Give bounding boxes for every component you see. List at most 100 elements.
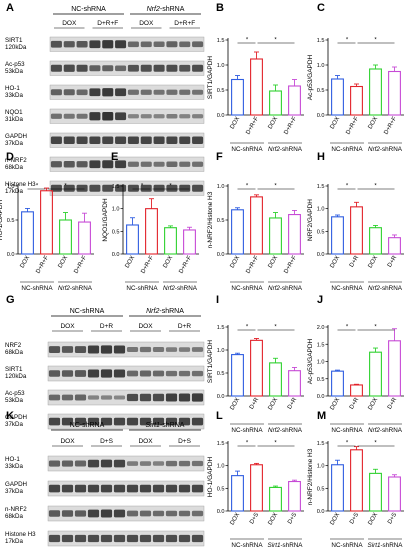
y-tick-label: 1.5	[217, 38, 225, 44]
blot-band	[76, 89, 88, 96]
y-tick-label: 1.5	[217, 441, 225, 447]
category-label: D+R	[249, 396, 261, 410]
y-axis-label: NRF2/GAPDH	[307, 199, 314, 241]
blot-band	[192, 89, 204, 95]
blot-band	[127, 136, 139, 144]
blot-strip	[49, 36, 205, 52]
category-label: D+R+F	[383, 116, 398, 136]
y-tick-label: 1.5	[317, 441, 325, 447]
group-suffix: -shRNA	[159, 308, 184, 315]
blot-strip	[47, 413, 205, 430]
panel-letter: A	[6, 2, 14, 14]
blot-band	[74, 394, 87, 401]
bar	[388, 340, 401, 397]
y-tick-label: 1.0	[217, 464, 225, 470]
blot-band	[63, 41, 75, 48]
y-tick-label: 1.0	[317, 360, 325, 366]
sig-star: *	[346, 441, 349, 447]
category-label: DOX	[58, 255, 70, 269]
blot-band	[153, 114, 165, 119]
bar	[164, 227, 177, 255]
blot-band	[166, 113, 178, 119]
blot-band	[87, 345, 100, 354]
group-header: Nrf2-shRNA	[146, 308, 184, 315]
blot-band	[87, 459, 100, 468]
group-label: NC-shRNA	[331, 285, 363, 292]
y-tick-label: 0.0	[112, 252, 120, 258]
group-label: NC-shRNA	[231, 285, 263, 292]
category-label: D+S	[287, 512, 298, 525]
bar	[388, 476, 401, 512]
protein-size: 33kDa	[5, 463, 23, 470]
blot-panel-K: K NC-shRNA DOX D+S Sirt1-shRNA DOX D+S HO-133kD…	[5, 410, 205, 547]
category-label: DOX	[125, 255, 137, 269]
protein-size: 37kDa	[5, 488, 23, 495]
y-tick-label: 0.5	[317, 486, 325, 492]
blot-band	[48, 534, 61, 543]
group-suffix: -shRNA	[280, 146, 303, 153]
bar	[269, 90, 282, 116]
category-label: DOX	[268, 397, 280, 411]
condition-label: D+R	[178, 323, 191, 330]
y-tick-label: 1.0	[317, 63, 325, 69]
condition-label: D+R	[100, 323, 113, 330]
condition-label: DOX	[60, 438, 75, 445]
category-label: D+R+F	[140, 255, 155, 275]
y-tick-label: 1.0	[317, 207, 325, 213]
category-label: D+R	[387, 254, 399, 268]
blot-band	[127, 89, 139, 95]
sig-star: *	[36, 184, 39, 190]
blot-strip	[49, 108, 205, 124]
blot-band	[191, 484, 204, 493]
y-tick-label: 0.0	[7, 252, 15, 258]
bar	[388, 70, 401, 116]
protein-size: 17kDa	[5, 538, 23, 545]
blot-band	[139, 461, 152, 466]
group-header: NC-shRNA	[70, 308, 105, 315]
blot-band	[100, 459, 113, 468]
blot-band	[50, 89, 62, 96]
bar	[331, 370, 344, 397]
panel-letter: C	[317, 2, 325, 14]
group-suffix: -shRNA	[70, 285, 93, 292]
sig-star: *	[246, 441, 249, 447]
blot-band	[113, 534, 126, 543]
blot-band	[61, 370, 74, 377]
group-suffix: -shRNA	[280, 285, 303, 292]
gene-name: Nrf2	[147, 6, 160, 13]
y-tick-label: 1.0	[217, 184, 225, 190]
category-label: D+R	[387, 396, 399, 410]
blot-band	[165, 393, 178, 402]
blot-band	[191, 370, 204, 377]
y-tick-label: 1.5	[317, 184, 325, 190]
blot-band	[100, 395, 113, 400]
y-tick-label: 0.5	[217, 371, 225, 377]
bar	[369, 472, 382, 512]
blot-band	[76, 113, 88, 119]
y-tick-label: 0.5	[317, 377, 325, 383]
blot-band	[140, 64, 152, 72]
blot-band	[63, 64, 75, 72]
blot-strip	[47, 530, 205, 547]
category-label: DOX	[230, 116, 242, 130]
group-label: NC-shRNA	[331, 427, 363, 434]
blot-band	[100, 417, 113, 426]
panel-letter: E	[111, 151, 118, 163]
blot-band	[113, 459, 126, 468]
category-label: D+R+F	[283, 255, 298, 275]
category-label: DOX	[330, 116, 342, 130]
blot-band	[191, 417, 204, 426]
blot-band	[115, 112, 127, 121]
blot-band	[165, 347, 178, 352]
blot-band	[89, 88, 101, 97]
blot-band	[48, 370, 61, 377]
blot-band	[76, 136, 88, 144]
blot-strip	[47, 389, 205, 406]
blot-band	[139, 393, 152, 402]
bar	[231, 209, 244, 255]
blot-band	[179, 41, 191, 48]
blot-band	[48, 460, 61, 467]
blot-band	[179, 89, 191, 95]
protein-label: GAPDH	[5, 481, 27, 488]
category-label: DOX	[330, 255, 342, 269]
